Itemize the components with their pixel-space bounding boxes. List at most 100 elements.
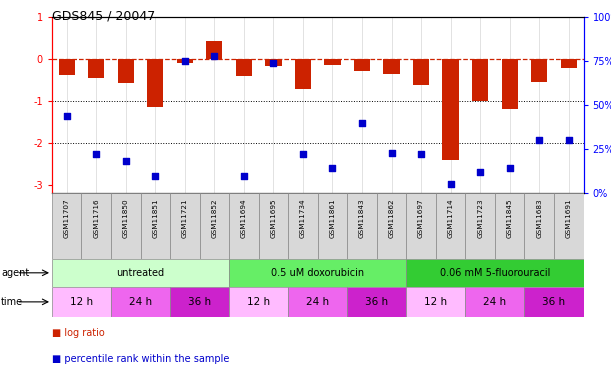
- Bar: [52, 193, 81, 259]
- Text: GSM11850: GSM11850: [123, 198, 129, 238]
- Bar: [288, 287, 347, 317]
- Text: 24 h: 24 h: [129, 297, 152, 307]
- Bar: [524, 287, 584, 317]
- Bar: [118, 59, 134, 83]
- Text: GSM11861: GSM11861: [329, 198, 335, 238]
- Text: 36 h: 36 h: [365, 297, 389, 307]
- Bar: [111, 287, 170, 317]
- Bar: [472, 59, 488, 101]
- Point: [180, 58, 189, 64]
- Bar: [52, 259, 229, 287]
- Text: 36 h: 36 h: [188, 297, 211, 307]
- Bar: [141, 193, 170, 259]
- Bar: [81, 193, 111, 259]
- Point: [150, 172, 160, 178]
- Point: [475, 169, 485, 175]
- Point: [387, 150, 397, 156]
- Bar: [229, 193, 258, 259]
- Text: GSM11851: GSM11851: [152, 198, 158, 238]
- Bar: [406, 193, 436, 259]
- Point: [239, 172, 249, 178]
- Bar: [52, 287, 111, 317]
- Bar: [531, 59, 547, 82]
- Point: [121, 158, 131, 164]
- Text: GSM11734: GSM11734: [300, 198, 306, 238]
- Text: 0.06 mM 5-fluorouracil: 0.06 mM 5-fluorouracil: [440, 268, 550, 278]
- Bar: [229, 287, 288, 317]
- Text: GSM11721: GSM11721: [182, 198, 188, 238]
- Point: [298, 152, 308, 157]
- Text: time: time: [1, 297, 23, 307]
- Text: GSM11723: GSM11723: [477, 198, 483, 238]
- Bar: [347, 287, 406, 317]
- Bar: [88, 59, 104, 78]
- Text: 24 h: 24 h: [483, 297, 507, 307]
- Text: GSM11683: GSM11683: [536, 198, 542, 238]
- Text: 24 h: 24 h: [306, 297, 329, 307]
- Bar: [442, 59, 459, 160]
- Text: 0.5 uM doxorubicin: 0.5 uM doxorubicin: [271, 268, 364, 278]
- Bar: [554, 193, 584, 259]
- Bar: [436, 193, 466, 259]
- Bar: [258, 193, 288, 259]
- Text: GSM11694: GSM11694: [241, 198, 247, 238]
- Bar: [265, 59, 282, 66]
- Bar: [59, 59, 75, 75]
- Bar: [200, 193, 229, 259]
- Bar: [147, 59, 163, 107]
- Text: 36 h: 36 h: [543, 297, 566, 307]
- Bar: [295, 59, 311, 89]
- Bar: [170, 193, 200, 259]
- Text: GSM11716: GSM11716: [93, 198, 99, 238]
- Text: GSM11697: GSM11697: [418, 198, 424, 238]
- Point: [62, 112, 71, 118]
- Point: [416, 152, 426, 157]
- Bar: [170, 287, 229, 317]
- Bar: [318, 193, 347, 259]
- Bar: [236, 59, 252, 76]
- Text: GSM11707: GSM11707: [64, 198, 70, 238]
- Bar: [384, 59, 400, 74]
- Point: [92, 152, 101, 157]
- Text: GSM11714: GSM11714: [448, 198, 453, 238]
- Bar: [406, 259, 584, 287]
- Point: [534, 137, 544, 143]
- Bar: [354, 59, 370, 70]
- Bar: [207, 41, 222, 59]
- Point: [268, 60, 278, 66]
- Bar: [288, 193, 318, 259]
- Text: 12 h: 12 h: [247, 297, 270, 307]
- Bar: [466, 193, 495, 259]
- Text: agent: agent: [1, 268, 29, 278]
- Bar: [524, 193, 554, 259]
- Text: GSM11845: GSM11845: [507, 198, 513, 238]
- Text: untreated: untreated: [117, 268, 164, 278]
- Text: GSM11691: GSM11691: [566, 198, 572, 238]
- Bar: [229, 259, 406, 287]
- Text: ■ log ratio: ■ log ratio: [52, 327, 104, 338]
- Point: [357, 120, 367, 126]
- Bar: [111, 193, 141, 259]
- Bar: [413, 59, 429, 85]
- Bar: [406, 287, 466, 317]
- Bar: [495, 193, 524, 259]
- Bar: [502, 59, 518, 109]
- Point: [327, 165, 337, 171]
- Bar: [466, 287, 524, 317]
- Text: 12 h: 12 h: [70, 297, 93, 307]
- Point: [210, 53, 219, 58]
- Bar: [377, 193, 406, 259]
- Bar: [177, 59, 193, 63]
- Text: GSM11862: GSM11862: [389, 198, 395, 238]
- Text: GDS845 / 20047: GDS845 / 20047: [52, 9, 155, 22]
- Bar: [561, 59, 577, 68]
- Bar: [324, 59, 340, 65]
- Text: GSM11843: GSM11843: [359, 198, 365, 238]
- Bar: [347, 193, 377, 259]
- Point: [564, 137, 574, 143]
- Text: 12 h: 12 h: [424, 297, 447, 307]
- Text: ■ percentile rank within the sample: ■ percentile rank within the sample: [52, 354, 229, 364]
- Point: [445, 182, 455, 188]
- Text: GSM11695: GSM11695: [271, 198, 276, 238]
- Point: [505, 165, 514, 171]
